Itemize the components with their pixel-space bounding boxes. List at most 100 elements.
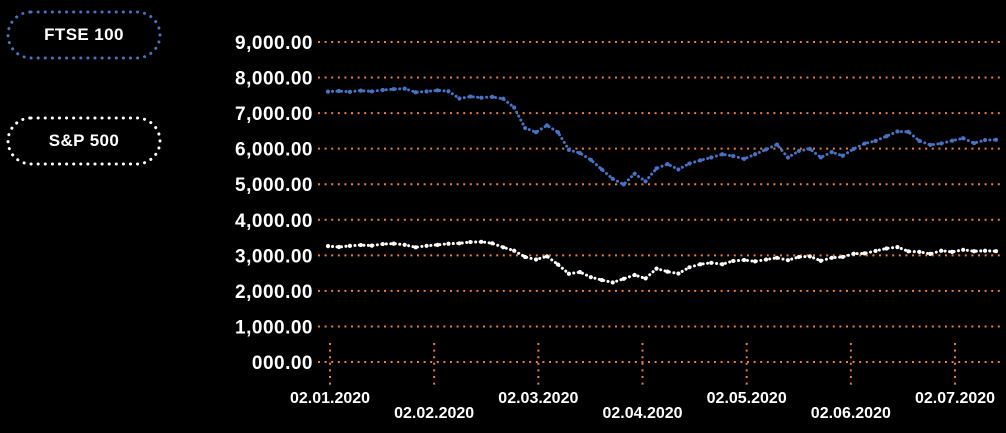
series-point-ftse-100 xyxy=(336,88,342,94)
series-point-s-p-500 xyxy=(599,277,604,283)
series-point-ftse-100 xyxy=(523,125,528,131)
series-point-ftse-100 xyxy=(512,105,517,110)
series-point-s-p-500 xyxy=(939,248,944,253)
x-axis-label: 02.01.2020 xyxy=(290,390,370,407)
series-point-ftse-100 xyxy=(654,166,659,171)
series-point-s-p-500 xyxy=(424,243,429,248)
series-point-ftse-100 xyxy=(424,89,429,94)
series-point-s-p-500 xyxy=(785,258,791,263)
series-point-s-p-500 xyxy=(490,241,495,246)
series-point-s-p-500 xyxy=(610,280,615,285)
legend-ftse-100-label: FTSE 100 xyxy=(44,25,124,44)
series-point-s-p-500 xyxy=(621,276,626,281)
x-axis-label: 02.03.2020 xyxy=(498,390,578,407)
series-point-ftse-100 xyxy=(961,136,966,141)
series-point-s-p-500 xyxy=(752,259,758,264)
series-point-s-p-500 xyxy=(731,258,736,264)
x-axis-label: 02.05.2020 xyxy=(707,390,787,407)
series-point-ftse-100 xyxy=(709,155,714,160)
series-line-ftse-100 xyxy=(326,87,998,186)
series-point-ftse-100 xyxy=(928,142,933,147)
series-point-ftse-100 xyxy=(895,129,900,134)
chart-legend: FTSE 100 S&P 500 xyxy=(0,0,200,433)
series-point-s-p-500 xyxy=(665,269,670,274)
series-point-s-p-500 xyxy=(829,255,834,260)
series-point-ftse-100 xyxy=(906,129,911,134)
series-point-s-p-500 xyxy=(676,271,681,276)
series-point-s-p-500 xyxy=(687,265,692,270)
series-point-s-p-500 xyxy=(402,242,407,247)
legend-sp-500-border xyxy=(6,116,162,166)
series-point-ftse-100 xyxy=(884,134,889,139)
series-point-s-p-500 xyxy=(982,248,988,253)
series-point-s-p-500 xyxy=(654,266,659,271)
series-point-s-p-500 xyxy=(906,249,911,254)
series-point-s-p-500 xyxy=(993,249,999,254)
legend-ftse-100[interactable]: FTSE 100 xyxy=(6,10,162,60)
series-point-ftse-100 xyxy=(632,171,637,176)
series-point-ftse-100 xyxy=(468,94,473,99)
series-point-ftse-100 xyxy=(698,158,703,163)
series-point-s-p-500 xyxy=(950,249,955,254)
series-point-ftse-100 xyxy=(588,157,593,162)
series-point-ftse-100 xyxy=(720,152,725,157)
y-axis-label: 000.00 xyxy=(252,353,313,374)
series-point-ftse-100 xyxy=(413,90,418,95)
series-point-s-p-500 xyxy=(457,241,462,246)
series-point-ftse-100 xyxy=(950,138,955,143)
series-point-ftse-100 xyxy=(687,161,692,166)
series-point-s-p-500 xyxy=(325,244,331,249)
series-point-ftse-100 xyxy=(369,89,374,94)
series-point-s-p-500 xyxy=(643,276,648,281)
series-point-s-p-500 xyxy=(851,251,856,256)
series-point-s-p-500 xyxy=(479,239,484,244)
series-point-ftse-100 xyxy=(763,147,769,152)
series-point-ftse-100 xyxy=(621,182,626,187)
series-point-s-p-500 xyxy=(873,248,878,254)
series-point-ftse-100 xyxy=(347,89,353,94)
series-point-ftse-100 xyxy=(665,161,670,167)
series-point-s-p-500 xyxy=(928,251,933,256)
legend-ftse-100-border xyxy=(6,10,162,60)
series-point-ftse-100 xyxy=(971,140,977,146)
series-point-ftse-100 xyxy=(643,179,648,184)
series-point-s-p-500 xyxy=(709,260,714,265)
legend-sp-500[interactable]: S&P 500 xyxy=(6,116,162,166)
series-point-s-p-500 xyxy=(501,245,506,250)
series-point-s-p-500 xyxy=(632,272,637,278)
series-point-s-p-500 xyxy=(840,254,845,260)
series-point-ftse-100 xyxy=(533,130,539,135)
series-point-ftse-100 xyxy=(555,130,561,135)
series-point-ftse-100 xyxy=(391,87,396,92)
series-point-s-p-500 xyxy=(807,254,812,259)
series-point-ftse-100 xyxy=(479,95,484,100)
x-axis-label: 02.04.2020 xyxy=(602,405,682,422)
x-axis-label: 02.06.2020 xyxy=(811,405,891,422)
series-point-s-p-500 xyxy=(566,271,572,276)
series-point-s-p-500 xyxy=(796,254,801,260)
series-point-s-p-500 xyxy=(391,241,396,246)
series-point-s-p-500 xyxy=(512,248,517,253)
series-point-s-p-500 xyxy=(884,246,889,251)
series-point-s-p-500 xyxy=(774,255,780,260)
series-point-s-p-500 xyxy=(446,241,451,246)
y-axis-label: 3,000.00 xyxy=(235,246,313,267)
series-point-s-p-500 xyxy=(435,242,440,247)
legend-sp-500-label: S&P 500 xyxy=(48,131,120,150)
series-point-ftse-100 xyxy=(873,138,878,143)
series-point-ftse-100 xyxy=(785,155,791,160)
series-point-ftse-100 xyxy=(402,86,407,91)
series-point-ftse-100 xyxy=(851,146,856,152)
series-point-ftse-100 xyxy=(358,88,363,93)
series-point-s-p-500 xyxy=(698,262,703,267)
series-point-ftse-100 xyxy=(380,87,385,93)
series-point-ftse-100 xyxy=(840,153,845,158)
series-point-s-p-500 xyxy=(347,243,353,249)
series-point-ftse-100 xyxy=(490,94,495,99)
series-point-ftse-100 xyxy=(446,89,451,94)
series-point-ftse-100 xyxy=(457,96,462,101)
series-point-ftse-100 xyxy=(862,141,867,146)
series-point-s-p-500 xyxy=(555,262,561,267)
series-point-s-p-500 xyxy=(533,257,539,262)
